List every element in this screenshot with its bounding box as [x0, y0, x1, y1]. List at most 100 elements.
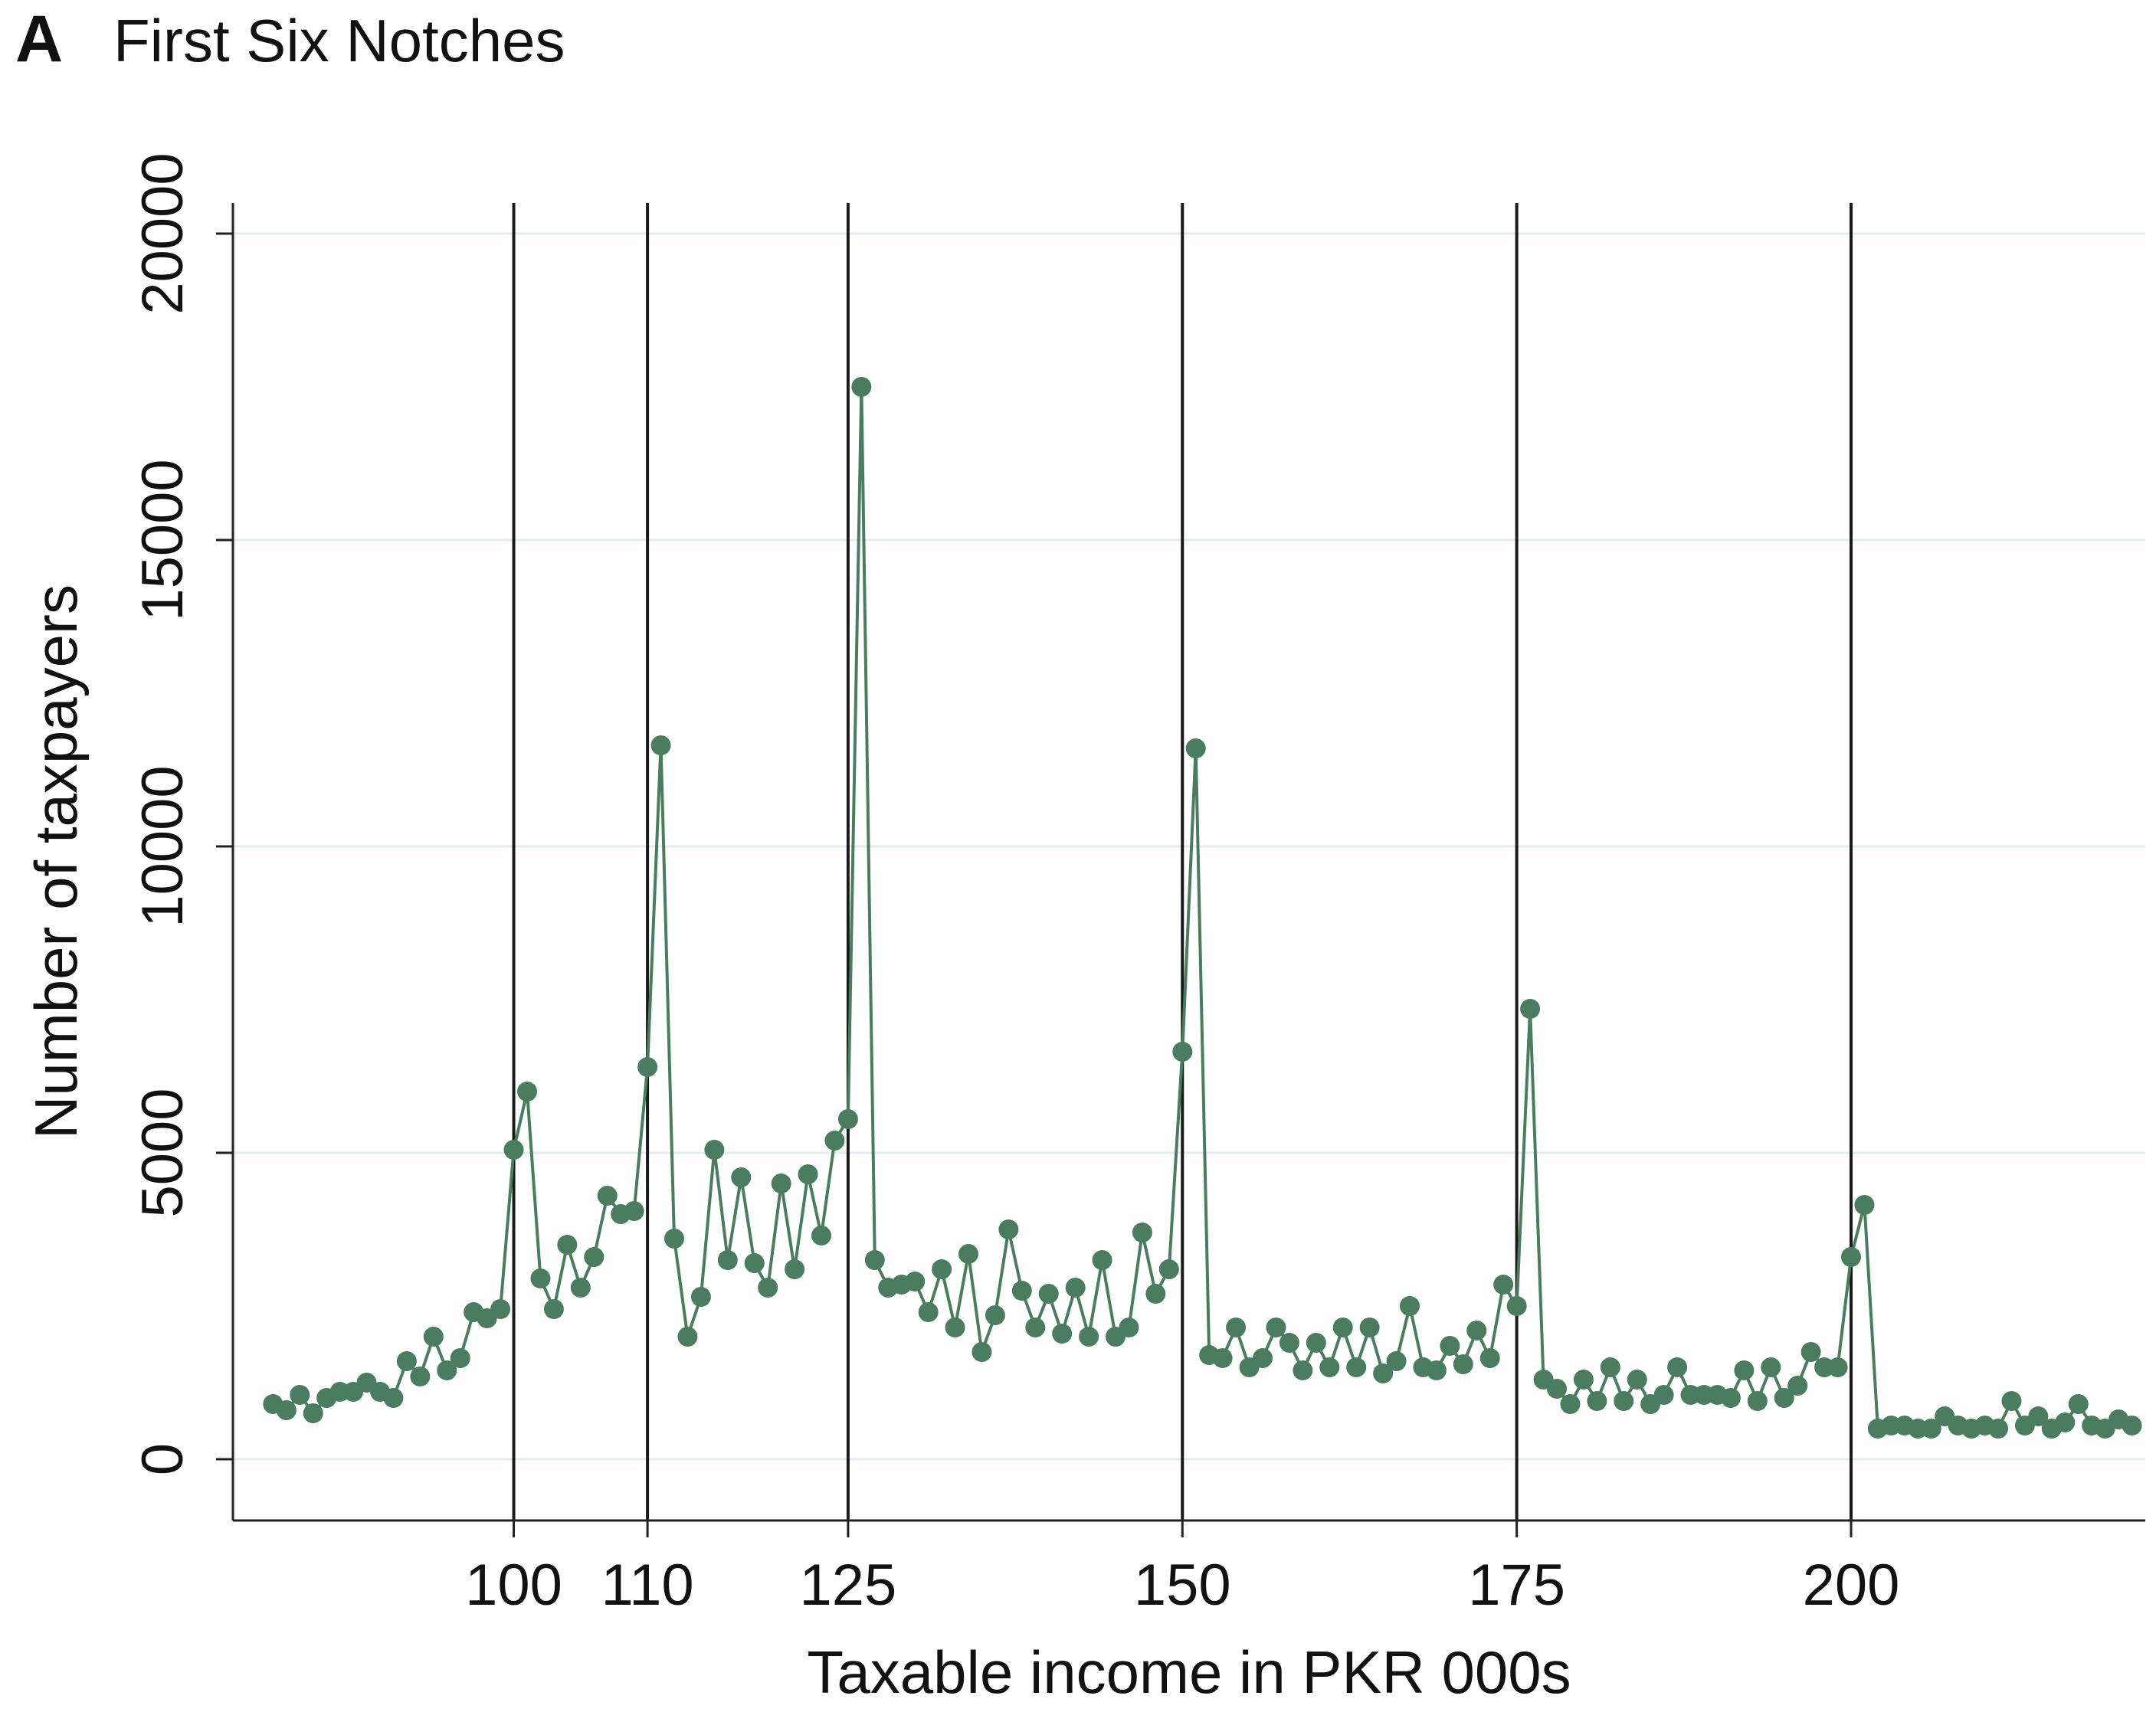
data-point: [1560, 1394, 1581, 1414]
data-point: [1025, 1318, 1046, 1337]
data-point: [1547, 1379, 1567, 1399]
gridlines: [233, 232, 2145, 1461]
data-point: [543, 1299, 564, 1319]
data-point: [1841, 1247, 1861, 1267]
data-point: [864, 1250, 885, 1270]
data-point: [1266, 1318, 1286, 1337]
data-point: [1145, 1284, 1166, 1304]
data-point: [2122, 1416, 2142, 1435]
data-point: [704, 1140, 725, 1160]
data-point: [1253, 1348, 1273, 1368]
data-point: [1734, 1360, 1755, 1380]
data-point: [972, 1342, 992, 1362]
data-point: [1319, 1357, 1340, 1377]
data-point: [1479, 1348, 1500, 1368]
data-point: [1359, 1318, 1380, 1337]
x-axis-title: Taxable income in PKR 000s: [807, 1638, 1571, 1706]
data-point: [557, 1235, 578, 1255]
data-point: [1493, 1275, 1514, 1295]
data-point: [731, 1167, 752, 1187]
y-tick-label: 10000: [130, 765, 195, 927]
y-axis-title: Number of taxpayers: [22, 584, 90, 1139]
data-point: [1132, 1223, 1152, 1242]
data-point: [1774, 1388, 1794, 1408]
data-point: [717, 1250, 738, 1270]
data-point: [1426, 1360, 1447, 1380]
data-point: [1119, 1318, 1139, 1337]
data-point: [1373, 1363, 1394, 1383]
data-point: [958, 1244, 978, 1264]
data-point: [1293, 1360, 1313, 1380]
data-point: [1627, 1370, 1647, 1390]
data-point: [1921, 1419, 1941, 1439]
data-point: [985, 1305, 1005, 1325]
data-point: [2001, 1391, 2022, 1411]
data-point: [1988, 1419, 2008, 1439]
x-tick-label: 125: [800, 1553, 897, 1618]
data-point: [1787, 1376, 1808, 1396]
data-point: [1827, 1357, 1848, 1377]
data-point: [584, 1247, 605, 1267]
data-point: [918, 1302, 939, 1322]
panel-letter: A: [15, 2, 63, 76]
data-point: [290, 1385, 310, 1405]
y-tick-label: 0: [130, 1443, 195, 1475]
data-point: [690, 1287, 711, 1307]
chart-title: First Six Notches: [113, 7, 565, 74]
axes: [231, 203, 2145, 1522]
x-ticks: 100 110 125 150 175 200: [465, 1521, 1899, 1618]
data-point: [1720, 1388, 1741, 1408]
data-point: [1440, 1336, 1460, 1356]
data-point: [410, 1367, 431, 1386]
data-point: [744, 1253, 765, 1273]
data-point: [1038, 1284, 1059, 1304]
data-point: [771, 1174, 791, 1193]
data-point: [624, 1201, 644, 1221]
data-point: [1587, 1391, 1607, 1411]
data-point: [1079, 1327, 1099, 1347]
data-point: [1667, 1357, 1688, 1377]
data-point: [1052, 1324, 1073, 1344]
data-point: [303, 1403, 323, 1423]
data-point: [1065, 1278, 1086, 1298]
data-point: [1614, 1391, 1634, 1411]
y-tick-label: 5000: [130, 1088, 195, 1217]
data-point: [1600, 1357, 1620, 1377]
data-point: [570, 1278, 591, 1298]
data-point: [998, 1219, 1019, 1239]
y-tick-label: 15000: [130, 459, 195, 620]
data-point: [2028, 1406, 2049, 1426]
data-point: [677, 1327, 698, 1347]
data-point: [503, 1140, 524, 1160]
data-point: [517, 1082, 537, 1102]
data-point: [1212, 1348, 1233, 1368]
data-point: [664, 1229, 684, 1249]
data-point: [396, 1351, 417, 1371]
data-point: [423, 1327, 444, 1347]
data-point: [1854, 1195, 1875, 1215]
data-point: [1520, 999, 1541, 1019]
data-point: [2068, 1394, 2089, 1414]
data-point: [1761, 1357, 1781, 1377]
x-tick-label: 100: [465, 1553, 562, 1618]
data-point: [837, 1109, 858, 1129]
x-tick-label: 200: [1803, 1553, 1900, 1618]
data-point: [1011, 1281, 1032, 1301]
data-point: [758, 1278, 778, 1298]
data-point: [1279, 1333, 1299, 1353]
data-point: [1653, 1385, 1674, 1405]
x-tick-label: 150: [1134, 1553, 1231, 1618]
data-point: [811, 1226, 831, 1246]
data-point: [1172, 1042, 1193, 1062]
data-point: [1185, 738, 1206, 758]
y-tick-label: 20000: [130, 152, 195, 314]
x-tick-label: 110: [601, 1553, 694, 1618]
data-point: [1386, 1351, 1407, 1371]
data-point: [1332, 1318, 1353, 1337]
data-point: [650, 735, 671, 755]
data-point: [597, 1186, 618, 1206]
data-point: [1453, 1354, 1473, 1374]
data-point: [1466, 1321, 1487, 1340]
data-point: [1506, 1296, 1527, 1316]
